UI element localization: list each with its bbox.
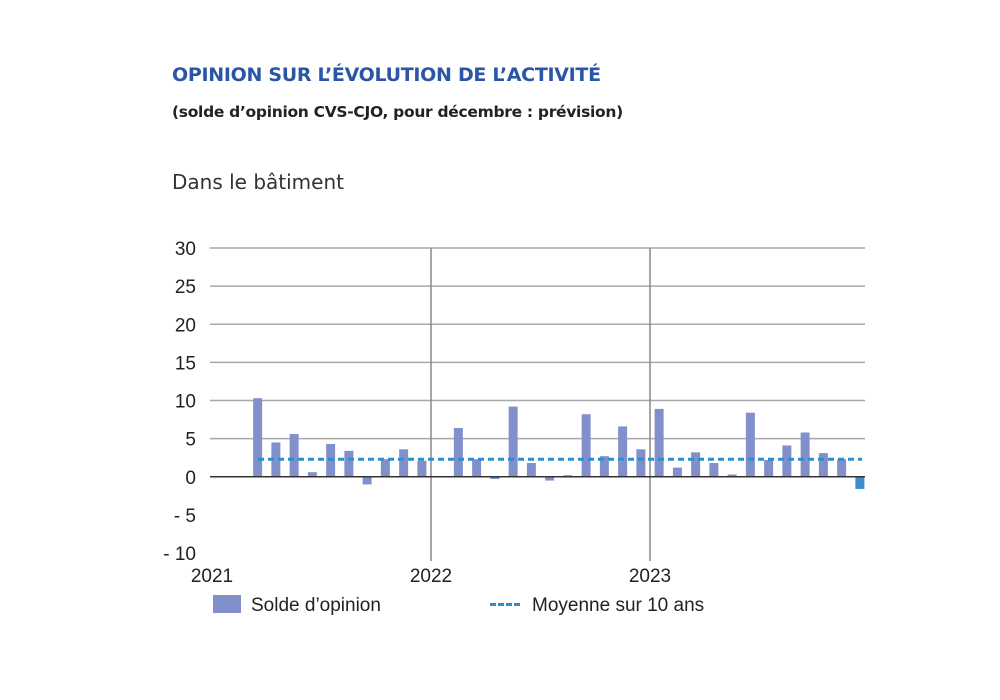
bar (672, 467, 682, 477)
bar (380, 459, 390, 477)
legend-label-solde: Solde d’opinion (251, 595, 381, 616)
bar (581, 414, 591, 477)
chart-title: OPINION SUR L’ÉVOLUTION DE L’ACTIVITÉ (172, 64, 601, 86)
bar (618, 426, 628, 477)
bar (818, 453, 828, 477)
y-tick-label: 10 (175, 392, 196, 413)
bar (417, 460, 427, 477)
bar (289, 434, 299, 477)
bar (453, 427, 463, 477)
bar (472, 459, 482, 477)
bar (691, 452, 701, 477)
y-tick-label: 15 (175, 353, 196, 374)
legend-item-moyenne: Moyenne sur 10 ans (490, 595, 704, 617)
y-tick-label: 5 (185, 430, 196, 451)
bar (399, 449, 409, 477)
bar (362, 476, 372, 485)
bar (526, 463, 536, 477)
bar (745, 412, 755, 477)
bar (307, 472, 317, 477)
legend-swatch-dashed (490, 603, 520, 606)
legend-item-solde: Solde d’opinion (213, 595, 381, 617)
bar (545, 476, 555, 481)
x-tick-label: 2021 (191, 566, 233, 587)
bar (253, 398, 263, 477)
bar (727, 474, 737, 477)
chart-subtitle: (solde d’opinion CVS-CJO, pour décembre … (172, 103, 623, 121)
bar (344, 450, 354, 477)
panel-title: Dans le bâtiment (172, 170, 344, 194)
bar (764, 459, 774, 477)
bar (636, 449, 646, 477)
x-tick-label: 2022 (410, 566, 452, 587)
bar (837, 459, 847, 477)
y-tick-label: - 5 (174, 506, 196, 527)
y-tick-label: 0 (185, 468, 196, 489)
bar (709, 463, 719, 477)
bar (508, 406, 518, 477)
bar (855, 476, 865, 489)
bar (800, 432, 810, 477)
y-tick-label: - 10 (163, 544, 196, 565)
y-tick-label: 25 (175, 277, 196, 298)
bar (654, 408, 664, 477)
bar (599, 456, 609, 477)
y-tick-label: 30 (175, 239, 196, 260)
bar (782, 445, 792, 477)
legend-swatch-bar (213, 595, 241, 613)
legend-label-moyenne: Moyenne sur 10 ans (532, 595, 705, 616)
y-tick-label: 20 (175, 315, 196, 336)
bar (563, 475, 573, 477)
bar (271, 442, 281, 477)
x-tick-label: 2023 (629, 566, 671, 587)
bar (490, 476, 500, 480)
